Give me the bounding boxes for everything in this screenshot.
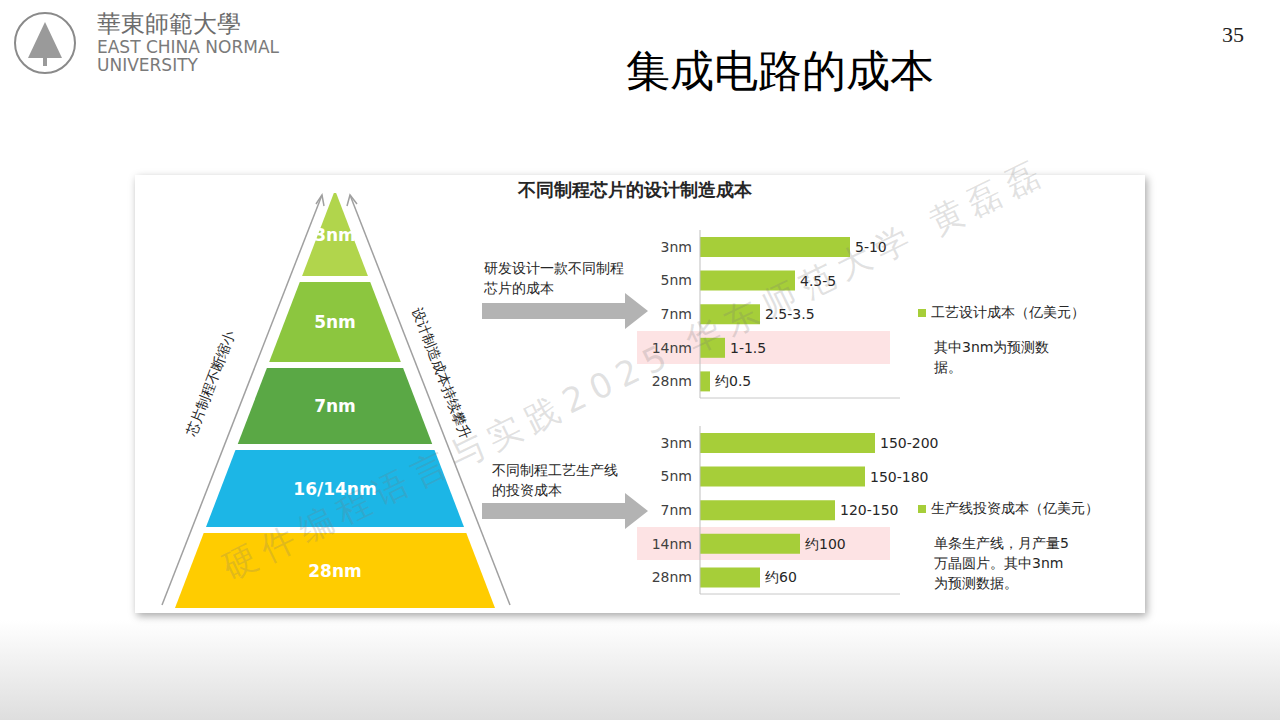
- svg-text:设计制造成本持续攀升: 设计制造成本持续攀升: [409, 305, 475, 441]
- svg-text:120-150: 120-150: [840, 502, 899, 518]
- svg-text:芯片制程不断缩小: 芯片制程不断缩小: [182, 328, 238, 439]
- svg-text:3nm: 3nm: [661, 435, 692, 451]
- svg-text:28nm: 28nm: [652, 569, 692, 585]
- svg-text:5nm: 5nm: [314, 312, 356, 332]
- svg-text:7nm: 7nm: [661, 306, 692, 322]
- svg-text:16/14nm: 16/14nm: [293, 479, 376, 499]
- svg-text:约60: 约60: [765, 569, 797, 585]
- svg-text:5nm: 5nm: [661, 272, 692, 288]
- svg-text:14nm: 14nm: [652, 536, 692, 552]
- svg-text:3nm: 3nm: [314, 225, 356, 245]
- svg-text:150-200: 150-200: [880, 435, 939, 451]
- svg-text:5-10: 5-10: [855, 239, 887, 255]
- svg-text:7nm: 7nm: [661, 502, 692, 518]
- svg-text:28nm: 28nm: [652, 373, 692, 389]
- svg-text:14nm: 14nm: [652, 340, 692, 356]
- svg-text:150-180: 150-180: [870, 469, 929, 485]
- svg-text:硬件编程语言与实践2025 华东师范大学 黄磊磊: 硬件编程语言与实践2025 华东师范大学 黄磊磊: [216, 151, 1053, 587]
- svg-text:7nm: 7nm: [314, 396, 356, 416]
- svg-text:2.5-3.5: 2.5-3.5: [765, 306, 815, 322]
- svg-text:1-1.5: 1-1.5: [730, 340, 766, 356]
- svg-text:4.5-5: 4.5-5: [800, 273, 836, 289]
- svg-text:约0.5: 约0.5: [715, 373, 751, 389]
- svg-text:28nm: 28nm: [308, 561, 361, 581]
- svg-text:5nm: 5nm: [661, 468, 692, 484]
- svg-text:3nm: 3nm: [661, 239, 692, 255]
- svg-text:约100: 约100: [805, 536, 846, 552]
